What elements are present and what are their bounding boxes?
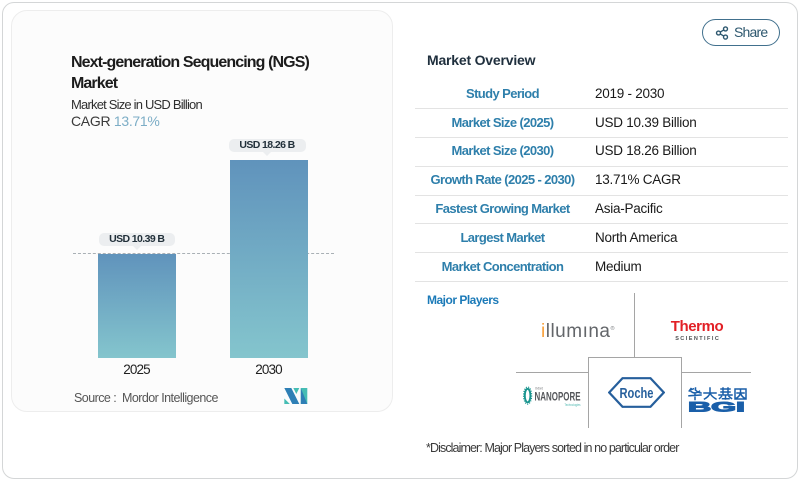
svg-text:BGI: BGI <box>688 400 745 414</box>
svg-text:NANOPORE: NANOPORE <box>535 390 581 404</box>
svg-text:Oxford: Oxford <box>535 387 543 391</box>
svg-text:Technologies: Technologies <box>565 403 581 407</box>
svg-text:Roche: Roche <box>620 386 654 402</box>
